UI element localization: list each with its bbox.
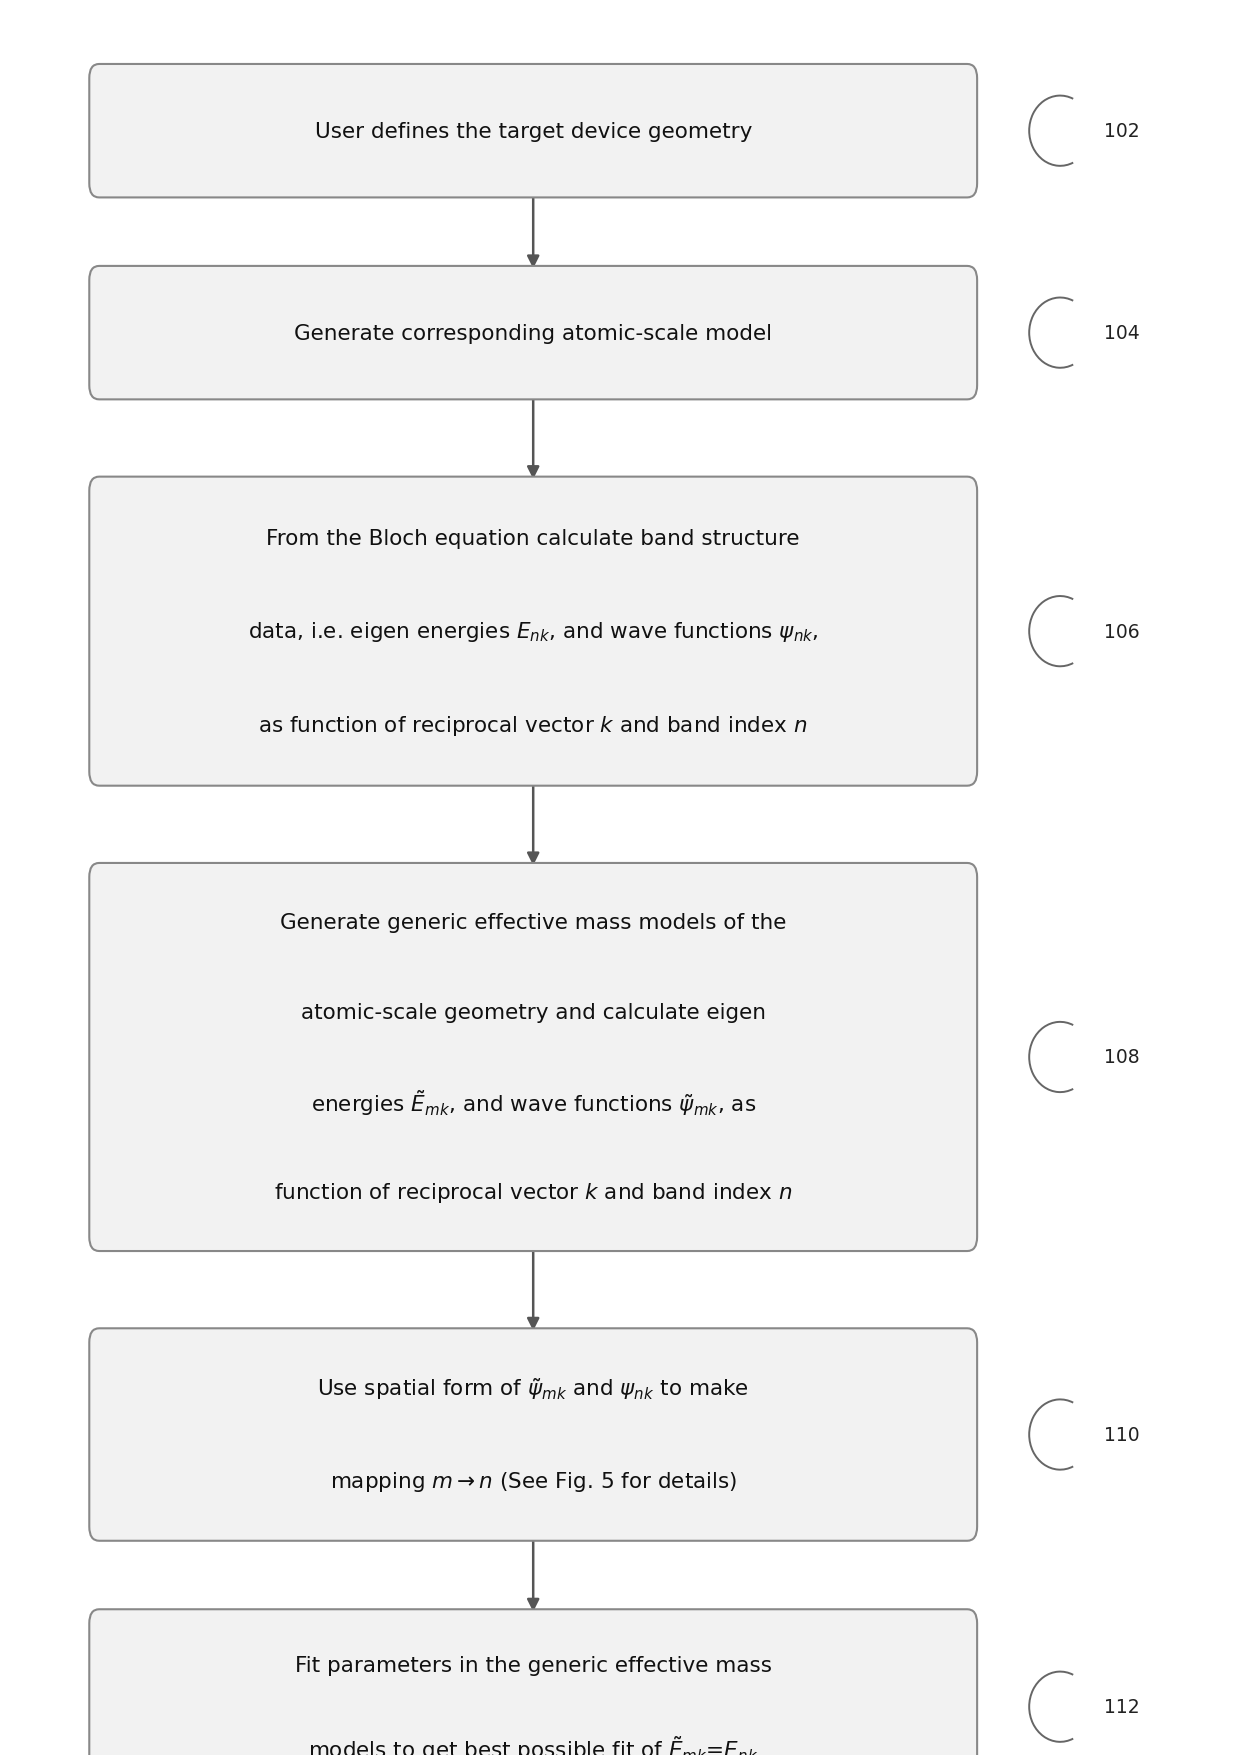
Text: atomic-scale geometry and calculate eigen: atomic-scale geometry and calculate eige… <box>301 1002 766 1023</box>
Text: 108: 108 <box>1104 1048 1140 1067</box>
Text: 112: 112 <box>1104 1697 1140 1716</box>
FancyBboxPatch shape <box>89 477 977 786</box>
Text: function of reciprocal vector $k$ and band index $n$: function of reciprocal vector $k$ and ba… <box>274 1181 792 1204</box>
FancyBboxPatch shape <box>89 65 977 198</box>
Text: Generate generic effective mass models of the: Generate generic effective mass models o… <box>280 913 786 932</box>
Text: User defines the target device geometry: User defines the target device geometry <box>315 121 751 142</box>
Text: 102: 102 <box>1104 123 1140 140</box>
Text: 104: 104 <box>1104 325 1140 342</box>
Text: energies $\tilde{E}_{mk}$, and wave functions $\tilde{\psi}_{mk}$, as: energies $\tilde{E}_{mk}$, and wave func… <box>310 1088 756 1118</box>
FancyBboxPatch shape <box>89 863 977 1251</box>
Text: Generate corresponding atomic-scale model: Generate corresponding atomic-scale mode… <box>294 323 773 344</box>
Text: 106: 106 <box>1104 623 1140 641</box>
Text: Use spatial form of $\tilde{\psi}_{mk}$ and $\psi_{nk}$ to make: Use spatial form of $\tilde{\psi}_{mk}$ … <box>317 1376 749 1402</box>
Text: data, i.e. eigen energies $E_{nk}$, and wave functions $\psi_{nk}$,: data, i.e. eigen energies $E_{nk}$, and … <box>248 620 818 644</box>
Text: From the Bloch equation calculate band structure: From the Bloch equation calculate band s… <box>267 528 800 548</box>
FancyBboxPatch shape <box>89 1609 977 1755</box>
FancyBboxPatch shape <box>89 267 977 400</box>
Text: models to get best possible fit of $\tilde{E}_{mk}$=$E_{nk}$: models to get best possible fit of $\til… <box>308 1734 759 1755</box>
Text: Fit parameters in the generic effective mass: Fit parameters in the generic effective … <box>295 1655 771 1674</box>
Text: mapping $m\rightarrow n$ (See Fig. 5 for details): mapping $m\rightarrow n$ (See Fig. 5 for… <box>330 1469 737 1494</box>
Text: 110: 110 <box>1104 1425 1140 1444</box>
Text: as function of reciprocal vector $k$ and band index $n$: as function of reciprocal vector $k$ and… <box>258 713 808 737</box>
FancyBboxPatch shape <box>89 1329 977 1541</box>
